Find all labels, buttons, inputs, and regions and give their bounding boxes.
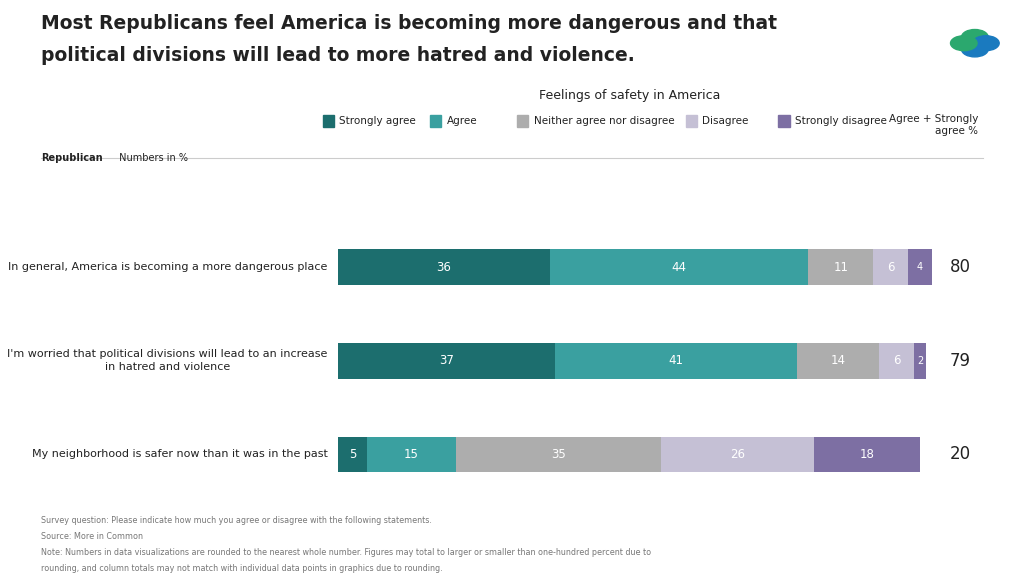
Text: 18: 18 [860,448,874,461]
Text: Strongly agree: Strongly agree [339,116,416,126]
Bar [814,437,921,472]
Text: In general, America is becoming a more dangerous place: In general, America is becoming a more d… [8,262,328,272]
Text: 36: 36 [436,260,452,274]
Text: 41: 41 [669,354,684,367]
Text: 15: 15 [404,448,419,461]
Bar [338,249,550,285]
Text: Feelings of safety in America: Feelings of safety in America [539,89,721,103]
Text: Strongly disagree: Strongly disagree [795,116,887,126]
Bar [879,343,914,378]
Text: 14: 14 [830,354,845,367]
Bar [456,437,662,472]
Bar [555,343,797,378]
Bar [914,343,926,378]
Text: 44: 44 [672,260,686,274]
Text: 79: 79 [949,352,971,370]
Text: Numbers in %: Numbers in % [116,153,187,162]
Text: 11: 11 [834,260,848,274]
Text: 37: 37 [439,354,455,367]
Bar [808,249,873,285]
Text: 6: 6 [893,354,900,367]
Text: Note: Numbers in data visualizations are rounded to the nearest whole number. Fi: Note: Numbers in data visualizations are… [41,548,651,557]
Text: Source: More in Common: Source: More in Common [41,532,143,541]
Bar [550,249,808,285]
Bar [338,437,368,472]
Bar [908,249,932,285]
Text: 20: 20 [949,445,971,463]
Text: Agree + Strongly
agree %: Agree + Strongly agree % [889,114,978,136]
Text: Neither agree nor disagree: Neither agree nor disagree [534,116,674,126]
Text: Most Republicans feel America is becoming more dangerous and that: Most Republicans feel America is becomin… [41,14,777,33]
Text: 26: 26 [730,448,745,461]
Text: Republican: Republican [41,153,102,162]
Text: 4: 4 [918,262,924,272]
Text: political divisions will lead to more hatred and violence.: political divisions will lead to more ha… [41,46,635,65]
Text: rounding, and column totals may not match with individual data points in graphic: rounding, and column totals may not matc… [41,564,442,573]
Text: Disagree: Disagree [702,116,749,126]
Bar [662,437,814,472]
Text: 35: 35 [551,448,566,461]
Text: 6: 6 [887,260,894,274]
Text: My neighborhood is safer now than it was in the past: My neighborhood is safer now than it was… [32,449,328,459]
Text: Survey question: Please indicate how much you agree or disagree with the followi: Survey question: Please indicate how muc… [41,516,432,525]
Text: 80: 80 [949,258,971,276]
Text: Agree: Agree [446,116,477,126]
Text: I'm worried that political divisions will lead to an increase
in hatred and viol: I'm worried that political divisions wil… [7,349,328,372]
Bar [797,343,879,378]
Bar [338,343,555,378]
Bar [873,249,908,285]
Text: 5: 5 [349,448,356,461]
Bar [368,437,456,472]
Text: 2: 2 [916,356,924,366]
